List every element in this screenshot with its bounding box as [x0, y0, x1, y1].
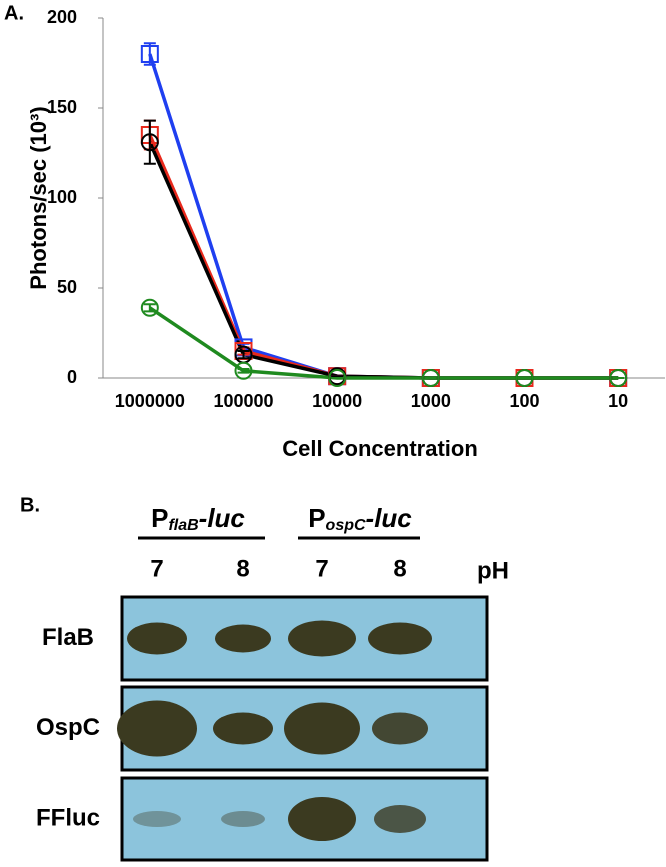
band [374, 805, 426, 833]
marker [328, 369, 347, 387]
y-tick-label: 0 [67, 367, 77, 387]
marker [140, 45, 159, 63]
error-bar-line [143, 303, 156, 313]
band [372, 712, 428, 745]
x-tick-label: 1000 [411, 391, 451, 411]
x-tick-label: 10000 [312, 391, 362, 411]
x-tick-label: 1000000 [115, 391, 185, 411]
band [133, 811, 181, 827]
error-bar [237, 350, 250, 360]
x-tick-label: 10 [608, 391, 628, 411]
error-bar-line [237, 368, 250, 374]
panel-label: B. [20, 494, 40, 516]
band [368, 622, 432, 655]
row-label: FFluc [36, 804, 100, 831]
band [215, 624, 271, 653]
group-suffix: -luc [199, 503, 246, 533]
group-label: PflaB-luc [151, 503, 245, 534]
band [284, 702, 360, 755]
x-tick-label: 100 [509, 391, 539, 411]
row-label: FlaB [42, 624, 94, 651]
band [117, 700, 197, 757]
series-line [148, 134, 619, 380]
band [213, 712, 273, 745]
marker [515, 369, 534, 387]
error-bar [143, 303, 156, 313]
x-axis-label: Cell Concentration [282, 436, 478, 461]
panel-label: A. [4, 2, 24, 24]
group-label: PospC-luc [308, 503, 412, 534]
error-bar [143, 119, 156, 165]
lane-label: 7 [150, 555, 163, 582]
error-bar-line [237, 350, 250, 360]
error-bar [237, 368, 250, 374]
band [288, 797, 356, 841]
group-prefix: P [308, 503, 325, 533]
row-label: OspC [36, 714, 100, 741]
marker [421, 369, 440, 387]
marker [140, 298, 159, 317]
y-tick-label: 150 [47, 97, 77, 117]
group-suffix: -luc [366, 503, 413, 533]
series-line [148, 141, 619, 380]
y-tick-label: 50 [57, 277, 77, 297]
group-subscript: ospC [326, 517, 366, 534]
y-tick-label: 200 [47, 7, 77, 27]
band [288, 620, 356, 657]
band [221, 811, 265, 827]
x-tick-label: 100000 [213, 391, 273, 411]
y-axis-label: Photons/sec (10³) [26, 106, 51, 289]
marker [140, 133, 159, 152]
series-line [148, 306, 619, 380]
series-line [148, 53, 619, 380]
y-tick-label: 100 [47, 187, 77, 207]
marker [234, 361, 253, 380]
lane-label: 8 [236, 555, 249, 582]
band [127, 622, 187, 655]
group-prefix: P [151, 503, 168, 533]
lane-label: 7 [315, 555, 328, 582]
lane-label: 8 [393, 555, 406, 582]
ph-label: pH [477, 557, 509, 584]
group-subscript: flaB [168, 517, 198, 534]
error-bar-line [143, 119, 156, 165]
marker [609, 369, 628, 387]
